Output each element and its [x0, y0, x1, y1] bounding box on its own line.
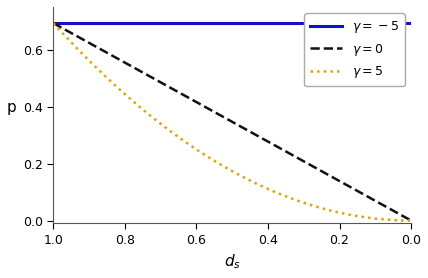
$\gamma = 0$: [264, 139, 269, 142]
$\gamma = 5$: [400, 219, 405, 222]
Y-axis label: p: p: [7, 100, 17, 115]
$\gamma = 5$: [51, 21, 56, 25]
$\gamma = 5$: [264, 187, 269, 190]
$\gamma = 5$: [344, 212, 349, 216]
$\gamma = 0$: [223, 116, 228, 120]
$\gamma = 0$: [51, 21, 56, 25]
$\gamma = -5$: [221, 21, 226, 25]
$\gamma = -5$: [264, 21, 269, 25]
$\gamma = -5$: [51, 21, 56, 25]
$\gamma = 5$: [221, 165, 226, 168]
$\gamma = -5$: [223, 21, 228, 25]
$\gamma = -5$: [408, 21, 413, 25]
$\gamma = 0$: [244, 128, 250, 131]
X-axis label: $d_s$: $d_s$: [224, 252, 241, 271]
$\gamma = -5$: [244, 21, 250, 25]
$\gamma = 0$: [400, 214, 405, 217]
Line: $\gamma = 5$: $\gamma = 5$: [54, 23, 411, 220]
$\gamma = -5$: [400, 21, 405, 25]
$\gamma = 0$: [344, 183, 349, 187]
$\gamma = 0$: [408, 219, 413, 222]
$\gamma = 5$: [244, 177, 250, 181]
$\gamma = 5$: [223, 166, 228, 169]
$\gamma = 0$: [221, 115, 226, 118]
Line: $\gamma = 0$: $\gamma = 0$: [54, 23, 411, 220]
$\gamma = 5$: [408, 219, 413, 222]
Legend: $\gamma = -5$, $\gamma = 0$, $\gamma = 5$: $\gamma = -5$, $\gamma = 0$, $\gamma = 5…: [304, 13, 405, 86]
$\gamma = -5$: [344, 21, 349, 25]
